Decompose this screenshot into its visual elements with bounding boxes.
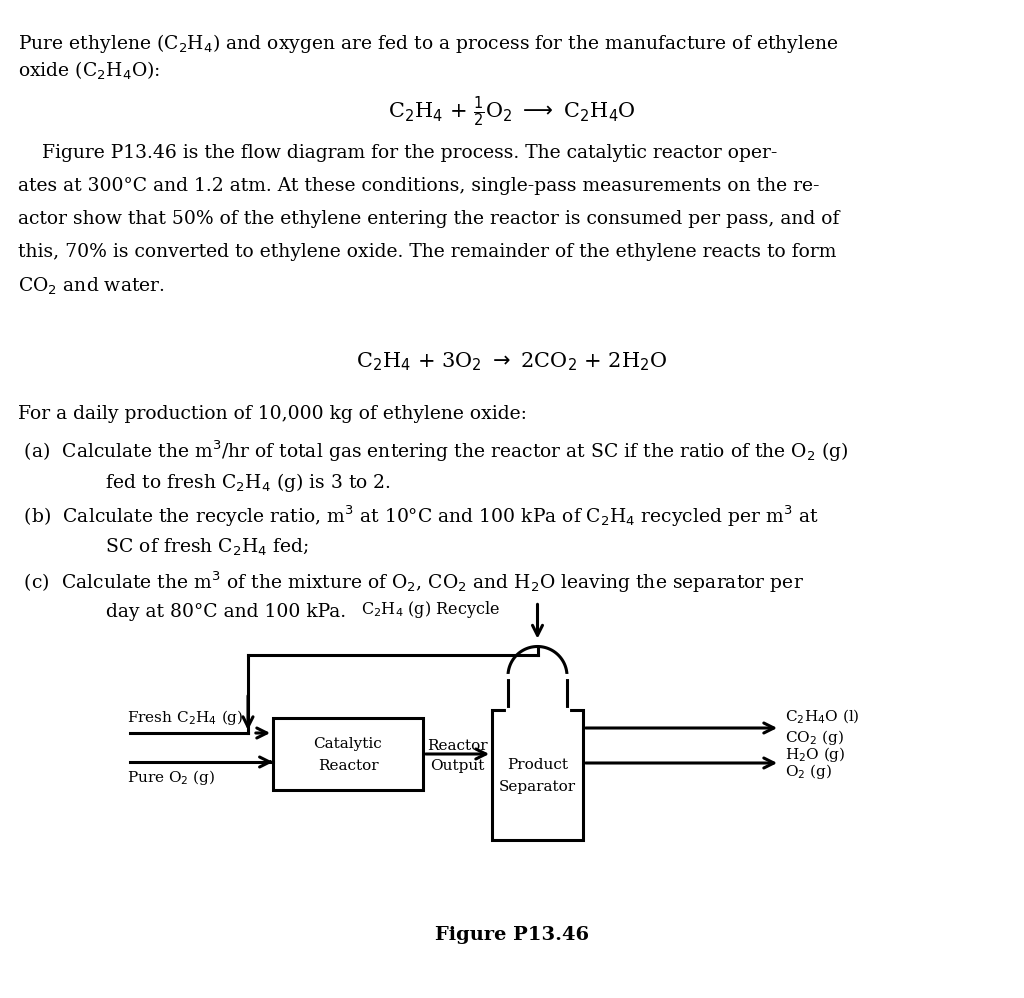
Text: C$_2$H$_4$O (l): C$_2$H$_4$O (l) [785,708,860,726]
Text: this, 70% is converted to ethylene oxide. The remainder of the ethylene reacts t: this, 70% is converted to ethylene oxide… [18,243,837,260]
Text: CO$_2$ (g): CO$_2$ (g) [785,728,844,747]
Text: Pure ethylene (C$_2$H$_4$) and oxygen are fed to a process for the manufacture o: Pure ethylene (C$_2$H$_4$) and oxygen ar… [18,32,839,55]
Text: Catalytic: Catalytic [313,737,382,751]
Text: Figure P13.46 is the flow diagram for the process. The catalytic reactor oper-: Figure P13.46 is the flow diagram for th… [18,144,778,162]
Text: ates at 300°C and 1.2 atm. At these conditions, single-pass measurements on the : ates at 300°C and 1.2 atm. At these cond… [18,177,820,195]
Text: fed to fresh C$_2$H$_4$ (g) is 3 to 2.: fed to fresh C$_2$H$_4$ (g) is 3 to 2. [70,471,390,494]
Polygon shape [273,718,423,790]
Text: Fresh C$_2$H$_4$ (g): Fresh C$_2$H$_4$ (g) [127,708,244,727]
Text: SC of fresh C$_2$H$_4$ fed;: SC of fresh C$_2$H$_4$ fed; [70,537,308,558]
Text: CO$_2$ and water.: CO$_2$ and water. [18,275,165,296]
Text: C$_2$H$_4$ + $\frac{1}{2}$O$_2$ $\longrightarrow$ C$_2$H$_4$O: C$_2$H$_4$ + $\frac{1}{2}$O$_2$ $\longri… [388,95,636,130]
Text: (a)  Calculate the m$^3$/hr of total gas entering the reactor at SC if the ratio: (a) Calculate the m$^3$/hr of total gas … [18,438,849,464]
Text: Reactor: Reactor [427,739,487,753]
Text: oxide (C$_2$H$_4$O):: oxide (C$_2$H$_4$O): [18,60,161,82]
Polygon shape [492,710,583,840]
Polygon shape [508,676,567,710]
Text: Separator: Separator [499,780,577,794]
Text: O$_2$ (g): O$_2$ (g) [785,762,833,781]
Text: For a daily production of 10,000 kg of ethylene oxide:: For a daily production of 10,000 kg of e… [18,405,527,423]
Text: C$_2$H$_4$ (g) Recycle: C$_2$H$_4$ (g) Recycle [360,599,500,620]
Text: day at 80°C and 100 kPa.: day at 80°C and 100 kPa. [70,603,346,621]
Text: Pure O$_2$ (g): Pure O$_2$ (g) [127,768,215,787]
Text: Reactor: Reactor [317,759,378,773]
Text: Product: Product [507,758,568,772]
Text: Output: Output [430,759,484,773]
Text: actor show that 50% of the ethylene entering the reactor is consumed per pass, a: actor show that 50% of the ethylene ente… [18,210,840,228]
Text: (b)  Calculate the recycle ratio, m$^3$ at 10°C and 100 kPa of C$_2$H$_4$ recycl: (b) Calculate the recycle ratio, m$^3$ a… [18,504,819,530]
Text: Figure P13.46: Figure P13.46 [435,926,589,944]
Text: C$_2$H$_4$ + 3O$_2$ $\rightarrow$ 2CO$_2$ + 2H$_2$O: C$_2$H$_4$ + 3O$_2$ $\rightarrow$ 2CO$_2… [356,350,668,373]
Text: H$_2$O (g): H$_2$O (g) [785,745,846,764]
Text: (c)  Calculate the m$^3$ of the mixture of O$_2$, CO$_2$ and H$_2$O leaving the : (c) Calculate the m$^3$ of the mixture o… [18,570,804,596]
